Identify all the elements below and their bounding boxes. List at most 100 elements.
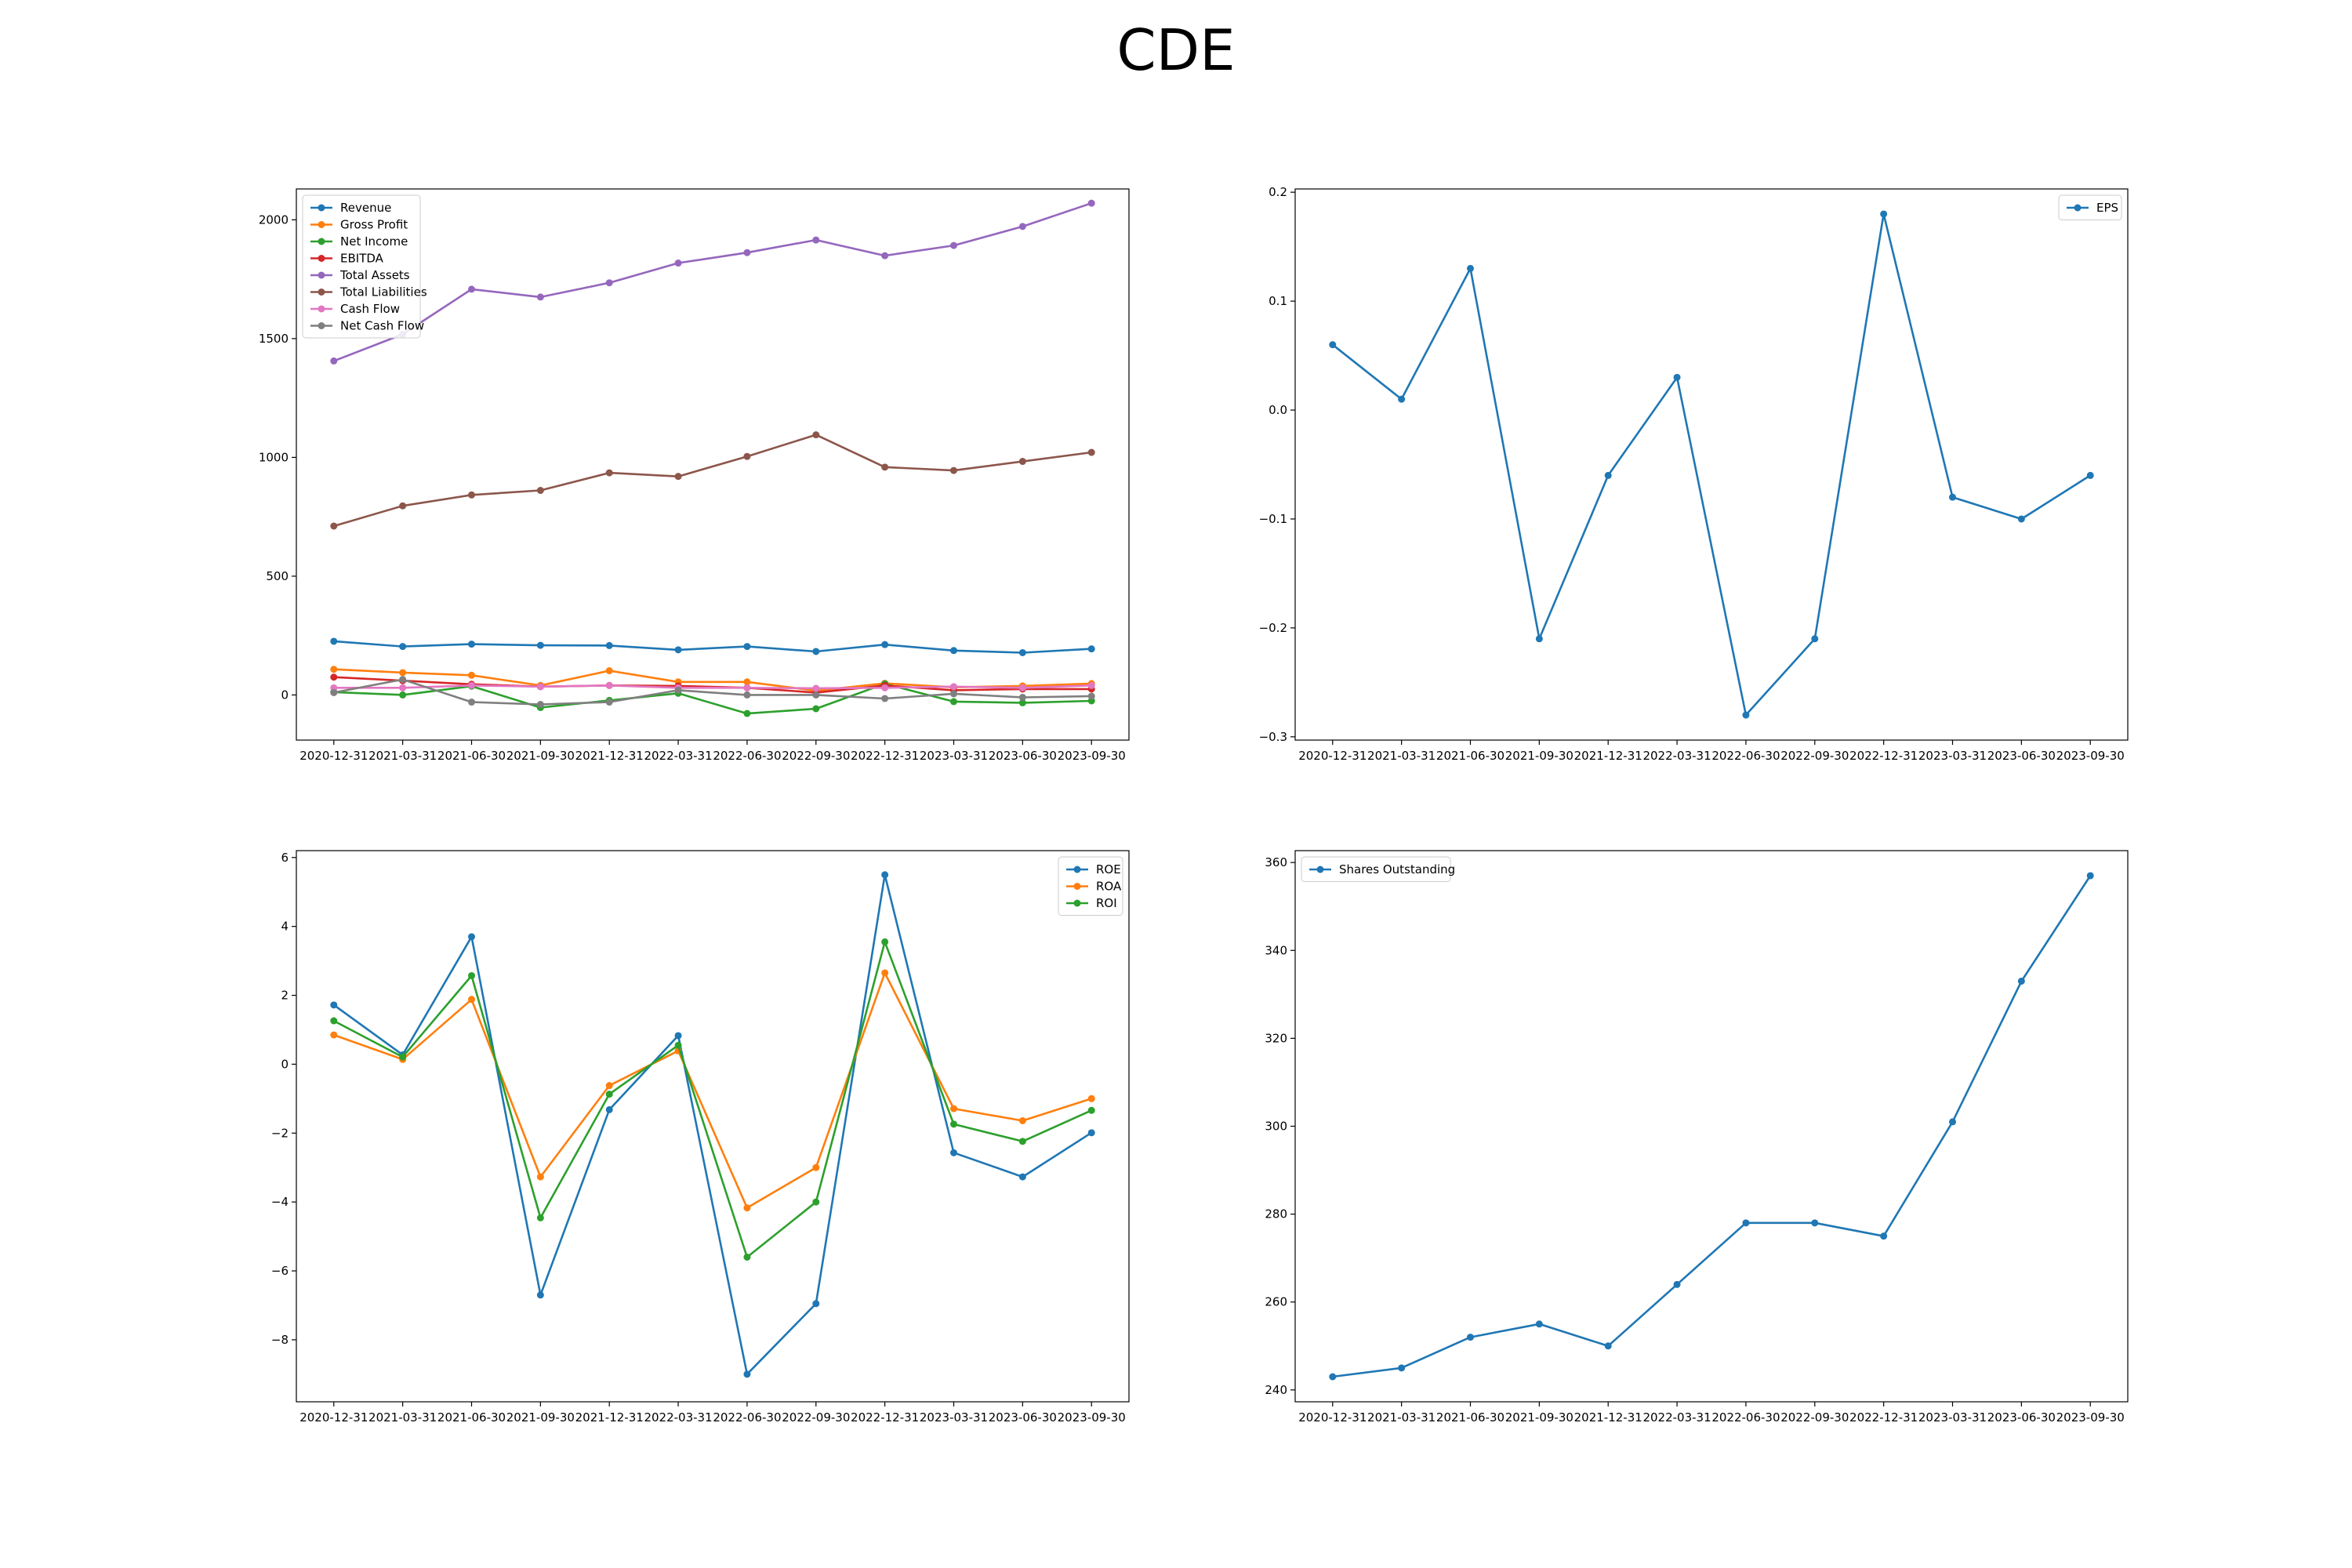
data-point-cash-flow: [399, 684, 407, 691]
y-tick-label: 0.2: [1269, 185, 1287, 199]
data-point-cash-flow: [1018, 684, 1026, 691]
x-tick-label: 2021-06-30: [437, 749, 506, 763]
data-point-cash-flow: [605, 681, 613, 689]
data-point-cash-flow: [1087, 681, 1095, 689]
x-tick-label: 2023-09-30: [2056, 749, 2125, 763]
x-tick-label: 2021-03-31: [1367, 1410, 1436, 1425]
legend-label: ROI: [1096, 896, 1117, 910]
y-tick-label: 0: [281, 1057, 289, 1071]
data-point-net-cash-flow: [674, 686, 682, 694]
data-point-total-liabilities: [536, 487, 544, 495]
data-point-roe: [605, 1105, 613, 1113]
legend-marker: [1073, 866, 1081, 873]
data-point-roe: [468, 933, 476, 941]
legend-box: [2058, 194, 2122, 220]
data-point-shares-outstanding: [1467, 1334, 1475, 1341]
x-tick-label: 2021-03-31: [368, 749, 437, 763]
data-point-roa: [743, 1204, 751, 1212]
series-line-shares-outstanding: [1332, 875, 2092, 1378]
x-tick-label: 2021-06-30: [437, 1410, 506, 1425]
data-point-revenue: [468, 641, 476, 648]
data-point-eps: [1535, 635, 1543, 643]
x-tick-label: 2023-06-30: [989, 749, 1057, 763]
data-point-net-cash-flow: [1087, 692, 1095, 700]
data-point-total-liabilities: [674, 473, 682, 481]
data-point-total-assets: [743, 249, 751, 256]
y-tick-label: 320: [1265, 1031, 1287, 1045]
series-line-net-income: [333, 682, 1092, 715]
data-point-shares-outstanding: [1329, 1373, 1337, 1381]
axes-frame: [296, 850, 1130, 1403]
x-tick-label: 2021-03-31: [1367, 749, 1436, 763]
data-point-revenue: [536, 641, 544, 649]
x-tick-label: 2021-12-31: [1574, 1410, 1642, 1425]
data-point-cash-flow: [881, 684, 889, 691]
x-tick-label: 2023-06-30: [1987, 1410, 2056, 1425]
data-point-net-income: [1018, 699, 1026, 706]
x-tick-label: 2021-12-31: [575, 1410, 644, 1425]
x-tick-label: 2023-03-31: [1918, 749, 1987, 763]
data-point-roi: [1018, 1138, 1026, 1145]
legend-marker: [318, 271, 325, 279]
data-point-revenue: [674, 646, 682, 654]
data-point-roa: [949, 1105, 957, 1112]
x-tick-label: 2021-06-30: [1436, 749, 1504, 763]
data-point-net-cash-flow: [536, 701, 544, 709]
x-tick-label: 2021-09-30: [1505, 749, 1573, 763]
data-point-net-cash-flow: [468, 699, 476, 706]
x-tick-label: 2022-09-30: [1780, 749, 1849, 763]
legend-label: ROE: [1096, 862, 1121, 877]
y-tick-label: 2: [281, 989, 289, 1003]
data-point-revenue: [743, 643, 751, 651]
y-tick-label: 500: [266, 569, 289, 583]
data-point-cash-flow: [743, 684, 751, 691]
data-point-eps: [1742, 711, 1750, 719]
data-point-total-assets: [1087, 199, 1095, 207]
data-point-total-liabilities: [949, 466, 957, 474]
data-point-gross-profit: [468, 671, 476, 679]
data-point-cash-flow: [536, 683, 544, 691]
y-tick-label: 1500: [259, 332, 289, 346]
legend: ROE ROA ROI: [1058, 856, 1123, 916]
data-point-eps: [2017, 515, 2025, 523]
data-point-net-cash-flow: [949, 690, 957, 698]
data-point-net-cash-flow: [881, 695, 889, 702]
data-point-eps: [1467, 264, 1475, 272]
data-point-net-cash-flow: [399, 676, 407, 684]
y-tick-label: −0.3: [1259, 730, 1287, 744]
data-point-net-income: [743, 710, 751, 717]
x-tick-label: 2023-09-30: [2056, 1410, 2125, 1425]
series-line-ebitda: [333, 676, 1092, 694]
data-point-roi: [1087, 1106, 1095, 1114]
data-point-total-assets: [949, 241, 957, 249]
data-point-gross-profit: [330, 666, 338, 673]
x-tick-label: 2022-12-31: [851, 749, 919, 763]
data-point-revenue: [605, 641, 613, 649]
x-tick-label: 2021-12-31: [1574, 749, 1642, 763]
y-tick-label: 240: [1265, 1383, 1287, 1397]
legend-label: Shares Outstanding: [1339, 862, 1455, 877]
data-point-roi: [399, 1053, 407, 1061]
figure-title: CDE: [1116, 17, 1236, 83]
data-point-total-assets: [605, 279, 613, 287]
data-point-roe: [949, 1149, 957, 1156]
y-tick-label: 0.0: [1269, 403, 1287, 417]
x-tick-label: 2022-03-31: [1642, 749, 1711, 763]
legend-marker: [318, 289, 325, 296]
x-tick-label: 2023-03-31: [920, 1410, 988, 1425]
y-tick-label: 300: [1265, 1120, 1287, 1134]
data-point-roi: [743, 1253, 751, 1261]
x-tick-label: 2023-09-30: [1058, 1410, 1126, 1425]
y-tick-label: −6: [271, 1264, 289, 1278]
y-tick-label: 260: [1265, 1295, 1287, 1309]
legend-marker: [318, 238, 325, 245]
legend-marker: [2074, 204, 2082, 212]
x-tick-label: 2020-12-31: [1298, 749, 1367, 763]
legend-label: Cash Flow: [340, 302, 400, 316]
y-tick-label: 4: [281, 920, 289, 934]
x-tick-label: 2022-09-30: [782, 1410, 850, 1425]
data-point-eps: [1880, 210, 1888, 218]
data-point-eps: [2086, 471, 2094, 479]
